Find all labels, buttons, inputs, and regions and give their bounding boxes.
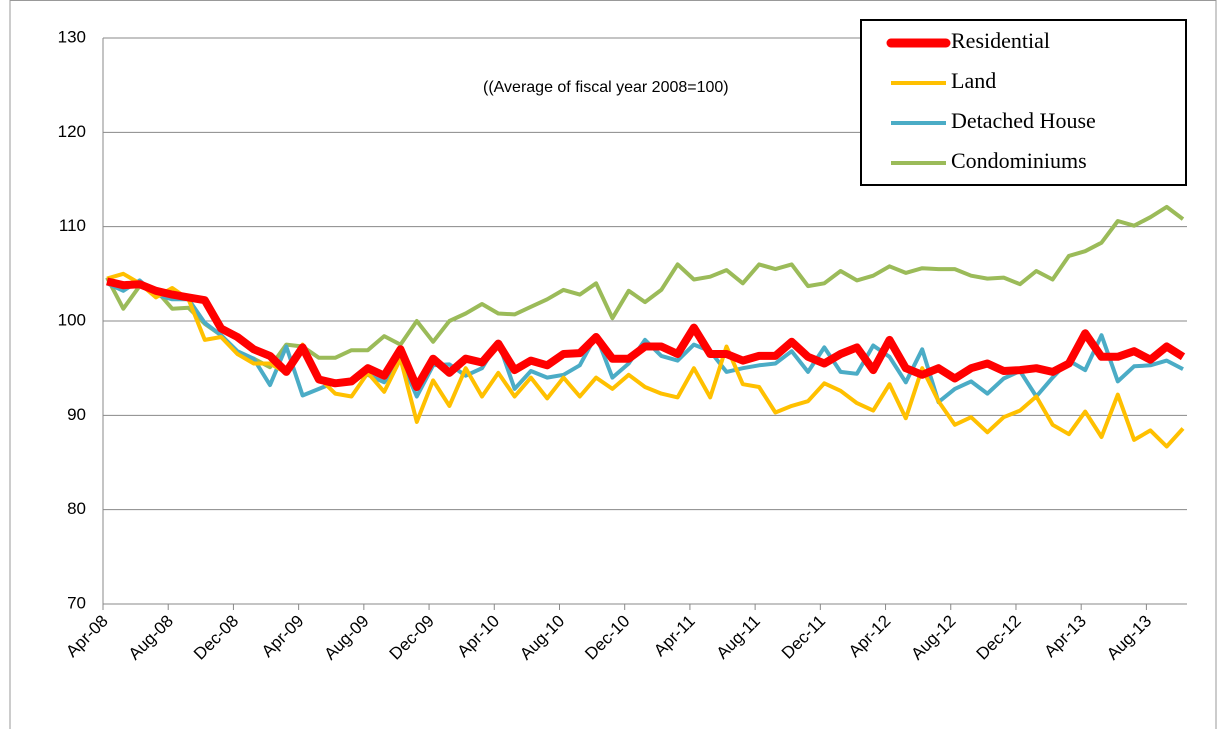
y-tick-label: 120 <box>58 122 86 141</box>
legend-label: Detached House <box>951 108 1096 133</box>
x-tick-label: Dec-11 <box>778 611 829 662</box>
y-tick-label: 80 <box>67 499 86 518</box>
x-tick-label: Apr-09 <box>258 611 308 661</box>
x-tick-label: Dec-09 <box>386 611 438 663</box>
x-tick-label: Aug-09 <box>320 611 372 663</box>
x-tick-label: Apr-11 <box>650 611 699 660</box>
x-tick-label: Aug-11 <box>713 611 764 662</box>
y-tick-label: 130 <box>58 27 86 46</box>
y-tick-label: 90 <box>67 405 86 424</box>
y-tick-label: 70 <box>67 593 86 612</box>
legend-label: Condominiums <box>951 148 1087 173</box>
frame <box>9 0 1217 729</box>
x-tick-label: Aug-13 <box>1103 611 1155 663</box>
x-tick-label: Apr-12 <box>845 611 895 661</box>
y-tick-label: 100 <box>58 310 86 329</box>
x-tick-label: Apr-08 <box>62 611 112 661</box>
series-line <box>106 278 1184 405</box>
x-tick-label: Aug-10 <box>516 611 568 663</box>
x-tick-label: Apr-13 <box>1040 611 1090 661</box>
legend-label: Land <box>951 68 996 93</box>
x-tick-label: Dec-10 <box>581 611 633 663</box>
chart-subtitle: ((Average of fiscal year 2008=100) <box>483 79 729 96</box>
x-tick-label: Dec-12 <box>973 611 1025 663</box>
x-tick-label: Aug-12 <box>907 611 959 663</box>
y-tick-label: 110 <box>59 216 86 235</box>
legend-label: Residential <box>951 28 1050 53</box>
x-tick-label: Apr-10 <box>454 611 504 661</box>
series-line <box>106 277 1186 391</box>
x-tick-label: Aug-08 <box>125 611 177 663</box>
x-tick-label: Dec-08 <box>190 611 242 663</box>
